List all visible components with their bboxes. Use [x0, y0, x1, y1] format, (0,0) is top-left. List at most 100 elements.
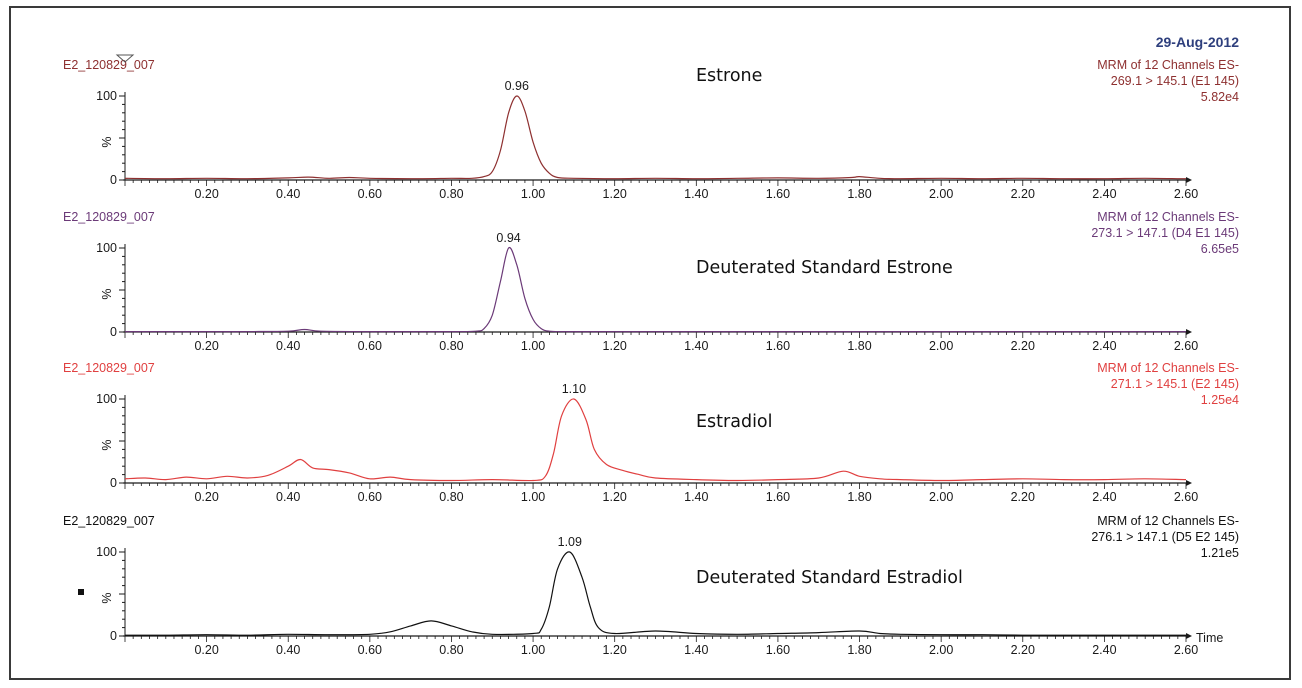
panel-4-x-tick-label: 0.20	[194, 643, 218, 657]
panel-2-trace-line	[125, 246, 1186, 333]
legend-marker	[78, 589, 84, 595]
panel-1-x-tick-label: 2.60	[1174, 187, 1198, 201]
panel-3-y-tick-label: 100	[96, 392, 117, 406]
panel-4-sample-name: E2_120829_007	[63, 514, 155, 528]
panel-1-x-tick-label: 2.20	[1011, 187, 1035, 201]
panel-1-x-tick-label: 1.40	[684, 187, 708, 201]
panel-2-x-axis-arrow	[1186, 329, 1192, 335]
panel-2-info-line: MRM of 12 Channels ES-	[1097, 210, 1239, 224]
panel-3-sample-name: E2_120829_007	[63, 361, 155, 375]
panel-3-peak-label: 1.10	[562, 382, 586, 396]
panel-1-x-tick-label: 0.60	[358, 187, 382, 201]
panel-4-x-tick-label: 1.60	[766, 643, 790, 657]
panel-4-y-tick-label: 100	[96, 545, 117, 559]
panel-4-y-label: %	[100, 592, 114, 603]
panel-3-x-axis-arrow	[1186, 480, 1192, 486]
panel-4-x-tick-label: 0.40	[276, 643, 300, 657]
panel-2-x-tick-label: 1.80	[847, 339, 871, 353]
panel-1-x-tick-label: 1.00	[521, 187, 545, 201]
panel-3-x-tick-label: 1.80	[847, 490, 871, 504]
panel-2-x-tick-label: 1.00	[521, 339, 545, 353]
panel-4-x-tick-label: 1.00	[521, 643, 545, 657]
panel-2-y-tick-label: 0	[110, 325, 117, 339]
panel-2-x-tick-label: 0.80	[439, 339, 463, 353]
panel-3-x-tick-label: 2.60	[1174, 490, 1198, 504]
panel-4-info-line: 276.1 > 147.1 (D5 E2 145)	[1091, 530, 1239, 544]
panel-4-x-tick-label: 1.20	[603, 643, 627, 657]
panel-4-x-tick-label: 2.20	[1011, 643, 1035, 657]
panel-3-x-tick-label: 1.20	[603, 490, 627, 504]
panel-3-y-tick-label: 0	[110, 476, 117, 490]
panel-3-x-tick-label: 0.60	[358, 490, 382, 504]
panel-4-peak-label: 1.09	[558, 535, 582, 549]
panel-4-y-tick-label: 0	[110, 629, 117, 643]
panel-1-x-tick-label: 1.20	[603, 187, 627, 201]
panel-3-info-line: 271.1 > 145.1 (E2 145)	[1111, 377, 1239, 391]
panel-2-x-tick-label: 2.00	[929, 339, 953, 353]
panel-2-title: Deuterated Standard Estrone	[696, 258, 953, 278]
panel-4-x-label: Time	[1196, 631, 1223, 645]
panel-1-x-tick-label: 0.20	[194, 187, 218, 201]
panel-3-x-tick-label: 0.80	[439, 490, 463, 504]
chromatogram-panels: E2_120829_007 MRM of 12 Channels ES- 269.1…	[63, 54, 1239, 657]
panel-3-x-tick-label: 0.20	[194, 490, 218, 504]
panel-2-x-tick-label: 0.40	[276, 339, 300, 353]
panel-3-x-tick-label: 1.00	[521, 490, 545, 504]
panel-2-x-tick-label: 2.60	[1174, 339, 1198, 353]
panel-3-info-line: MRM of 12 Channels ES-	[1097, 361, 1239, 375]
panel-2-sample-name: E2_120829_007	[63, 210, 155, 224]
panel-2-x-tick-label: 0.20	[194, 339, 218, 353]
panel-1-peak-label: 0.96	[505, 79, 529, 93]
panel-1-x-tick-label: 2.40	[1092, 187, 1116, 201]
panel-2-x-tick-label: 1.20	[603, 339, 627, 353]
panel-1-trace-line	[124, 95, 1187, 180]
panel-3-x-tick-label: 2.40	[1092, 490, 1116, 504]
panel-3-y-label: %	[100, 439, 114, 450]
panel-4-x-tick-label: 2.60	[1174, 643, 1198, 657]
panel-3-x-tick-label: 1.40	[684, 490, 708, 504]
panel-2-x-tick-label: 0.60	[358, 339, 382, 353]
panel-4-x-tick-label: 1.80	[847, 643, 871, 657]
panel-4-x-tick-label: 1.40	[684, 643, 708, 657]
panel-4-x-tick-label: 2.00	[929, 643, 953, 657]
panel-1-x-tick-label: 0.80	[439, 187, 463, 201]
panel-1-x-tick-label: 1.60	[766, 187, 790, 201]
panel-4-x-tick-label: 0.80	[439, 643, 463, 657]
panel-3-x-tick-label: 2.20	[1011, 490, 1035, 504]
panel-3-title: Estradiol	[696, 412, 773, 432]
panel-1-y-label: %	[100, 136, 114, 147]
panel-2-x-tick-label: 2.40	[1092, 339, 1116, 353]
panel-3-x-tick-label: 0.40	[276, 490, 300, 504]
panel-1-y-tick-label: 0	[110, 173, 117, 187]
panel-4-trace-line	[124, 551, 1186, 636]
panel-1-title: Estrone	[696, 66, 762, 86]
report-date: 29-Aug-2012	[1156, 34, 1239, 50]
panel-3-trace-line	[124, 398, 1187, 482]
panel-2-y-label: %	[100, 288, 114, 299]
panel-4-x-axis-arrow	[1186, 633, 1192, 639]
cursor-marker	[115, 54, 135, 63]
panel-4-info-line: MRM of 12 Channels ES-	[1097, 514, 1239, 528]
panel-3-x-tick-label: 2.00	[929, 490, 953, 504]
panel-2-y-tick-label: 100	[96, 241, 117, 255]
panel-1-x-tick-label: 2.00	[929, 187, 953, 201]
panel-4-x-tick-label: 0.60	[358, 643, 382, 657]
panel-4-x-tick-label: 2.40	[1092, 643, 1116, 657]
panel-2-x-tick-label: 1.60	[766, 339, 790, 353]
panel-1-x-axis-arrow	[1186, 177, 1192, 183]
panel-2-x-tick-label: 1.40	[684, 339, 708, 353]
panel-1-info-line: 269.1 > 145.1 (E1 145)	[1111, 74, 1239, 88]
panel-2-info-line: 6.65e5	[1201, 242, 1239, 256]
panel-2-x-tick-label: 2.20	[1011, 339, 1035, 353]
panel-1-y-tick-label: 100	[96, 89, 117, 103]
panel-2-peak-label: 0.94	[496, 231, 520, 245]
panel-4-info-line: 1.21e5	[1201, 546, 1239, 560]
panel-1-x-tick-label: 1.80	[847, 187, 871, 201]
panel-3-info-line: 1.25e4	[1201, 393, 1239, 407]
panel-1-sample-name: E2_120829_007	[63, 58, 155, 72]
panel-1-x-tick-label: 0.40	[276, 187, 300, 201]
panel-2-info-line: 273.1 > 147.1 (D4 E1 145)	[1091, 226, 1239, 240]
panel-1-info-line: MRM of 12 Channels ES-	[1097, 58, 1239, 72]
panel-1-info-line: 5.82e4	[1201, 90, 1239, 104]
